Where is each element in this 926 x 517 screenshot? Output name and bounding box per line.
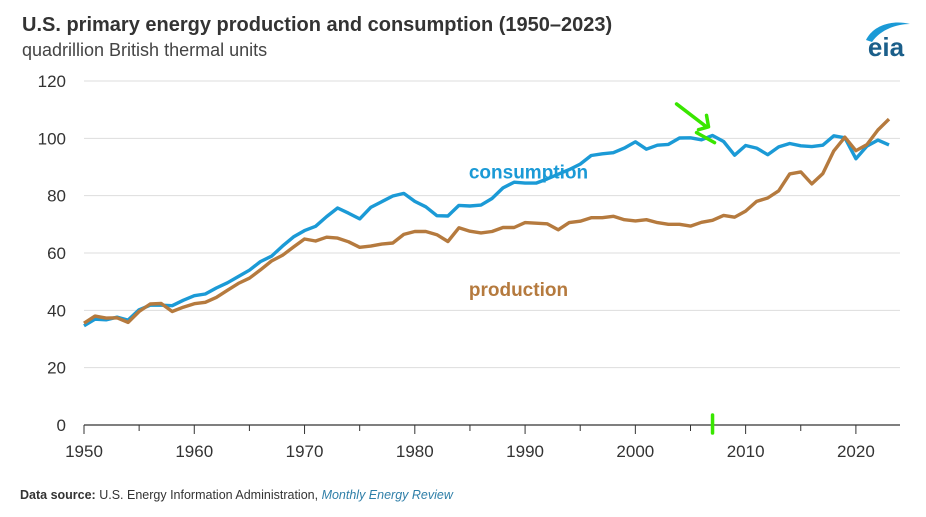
series-label-consumption: consumption: [469, 162, 588, 183]
source-label: Data source:: [20, 488, 96, 502]
series-line-production: [83, 117, 891, 325]
gridlines: [84, 80, 900, 369]
y-tick-label: 80: [47, 187, 66, 206]
series-line-consumption: [83, 133, 890, 328]
chart-subtitle: quadrillion British thermal units: [22, 40, 268, 60]
chart-title: U.S. primary energy production and consu…: [22, 14, 613, 36]
x-tick-label: 2020: [837, 442, 875, 461]
source-publication: Monthly Energy Review: [321, 488, 453, 502]
x-tick-label: 2000: [616, 442, 654, 461]
x-tick-label: 1970: [286, 442, 324, 461]
x-tick-label: 1960: [175, 442, 213, 461]
y-tick-label: 0: [57, 416, 66, 435]
y-axis-ticks: 0 20 40 60 80 100 120: [38, 72, 66, 435]
eia-logo-icon: eia: [866, 22, 910, 62]
x-tick-label: 2010: [727, 442, 765, 461]
y-tick-label: 40: [47, 301, 66, 320]
y-tick-label: 120: [38, 72, 66, 91]
x-tick-label: 1980: [396, 442, 434, 461]
series-labels: consumption production: [469, 162, 588, 301]
arrow-head-icon: [696, 113, 711, 132]
arrow-annotation-icon: [674, 102, 709, 129]
annotations: [674, 102, 717, 435]
y-tick-label: 60: [47, 244, 66, 263]
x-axis: 1950 1960 1970 1980 1990 2000 2010 2020: [65, 424, 900, 461]
arrow-tail-icon: [694, 130, 717, 145]
source-text: U.S. Energy Information Administration,: [99, 488, 319, 502]
y-tick-label: 100: [38, 129, 66, 148]
y-tick-label: 20: [47, 359, 66, 378]
x-tick-label: 1990: [506, 442, 544, 461]
series-lines: [83, 117, 891, 328]
series-label-production: production: [469, 280, 568, 301]
eia-logo-swoosh: [866, 22, 910, 42]
x-tick-label: 1950: [65, 442, 103, 461]
eia-logo-text: eia: [868, 32, 905, 62]
data-source: Data source: U.S. Energy Information Adm…: [20, 488, 453, 502]
